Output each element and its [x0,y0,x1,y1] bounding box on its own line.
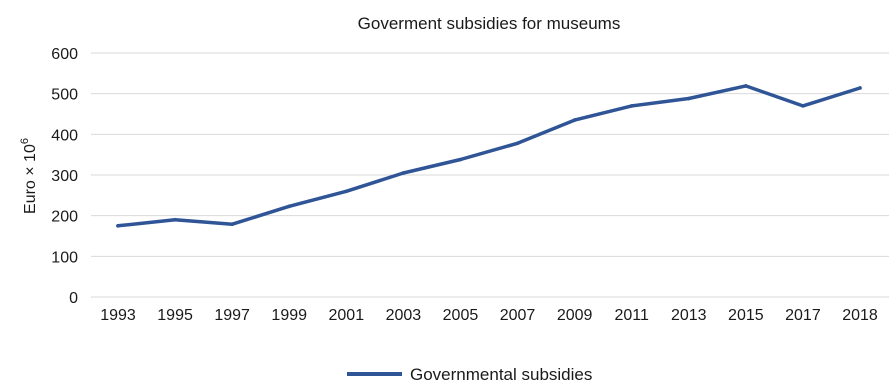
x-tick-label: 1999 [271,307,307,324]
data-point-2003 [401,171,406,175]
y-tick-label: 400 [51,127,78,144]
x-tick-label: 2001 [329,307,365,324]
y-axis-title-exponent: 6 [19,138,31,144]
x-tick-label: 1997 [214,307,250,324]
y-axis-tick-labels: 0 100 200 300 400 500 600 [51,46,78,307]
data-point-1997 [230,222,234,227]
y-axis-title: Euro × 106 [19,138,39,214]
x-tick-label: 2018 [842,307,878,324]
y-tick-label: 600 [51,46,78,63]
x-tick-label: 2013 [671,307,707,324]
gridlines [91,52,889,298]
x-tick-label: 2009 [557,307,593,324]
x-tick-label: 2015 [728,307,764,324]
data-point-1995 [173,217,177,222]
data-point-1999 [287,204,292,209]
x-tick-label: 1995 [157,307,193,324]
data-point-2005 [458,157,463,162]
data-point-2013 [686,96,691,101]
data-point-1993 [116,224,120,228]
y-axis-title-text: Euro × 10 [22,144,39,214]
data-point-2011 [629,104,634,108]
series-lines [116,84,862,228]
series-line-governmental-subsidies [116,84,862,228]
legend: Governmental subsidies [347,365,592,384]
x-tick-label: 2017 [785,307,821,324]
x-tick-label: 2007 [500,307,536,324]
y-tick-label: 0 [69,290,78,307]
x-tick-label: 2003 [386,307,422,324]
data-point-2018 [858,86,862,90]
data-point-2015 [744,84,748,88]
data-point-2001 [344,189,349,194]
legend-label: Governmental subsidies [410,365,592,384]
x-tick-label: 2011 [614,307,649,324]
x-tick-label: 1993 [100,307,136,324]
x-tick-label: 2005 [443,307,479,324]
data-point-2007 [515,141,520,146]
chart-title: Goverment subsidies for museums [358,14,621,33]
y-tick-label: 300 [51,168,78,185]
data-point-2009 [572,118,577,122]
x-axis-tick-labels: 1993 1995 1997 1999 2001 2003 2005 2007 2009 2011… [100,307,878,324]
y-tick-label: 500 [51,87,78,104]
y-tick-label: 200 [51,209,78,226]
y-tick-label: 100 [51,249,78,266]
svg-text:Euro × 106: Euro × 106 [19,138,39,214]
data-point-2017 [801,104,805,108]
